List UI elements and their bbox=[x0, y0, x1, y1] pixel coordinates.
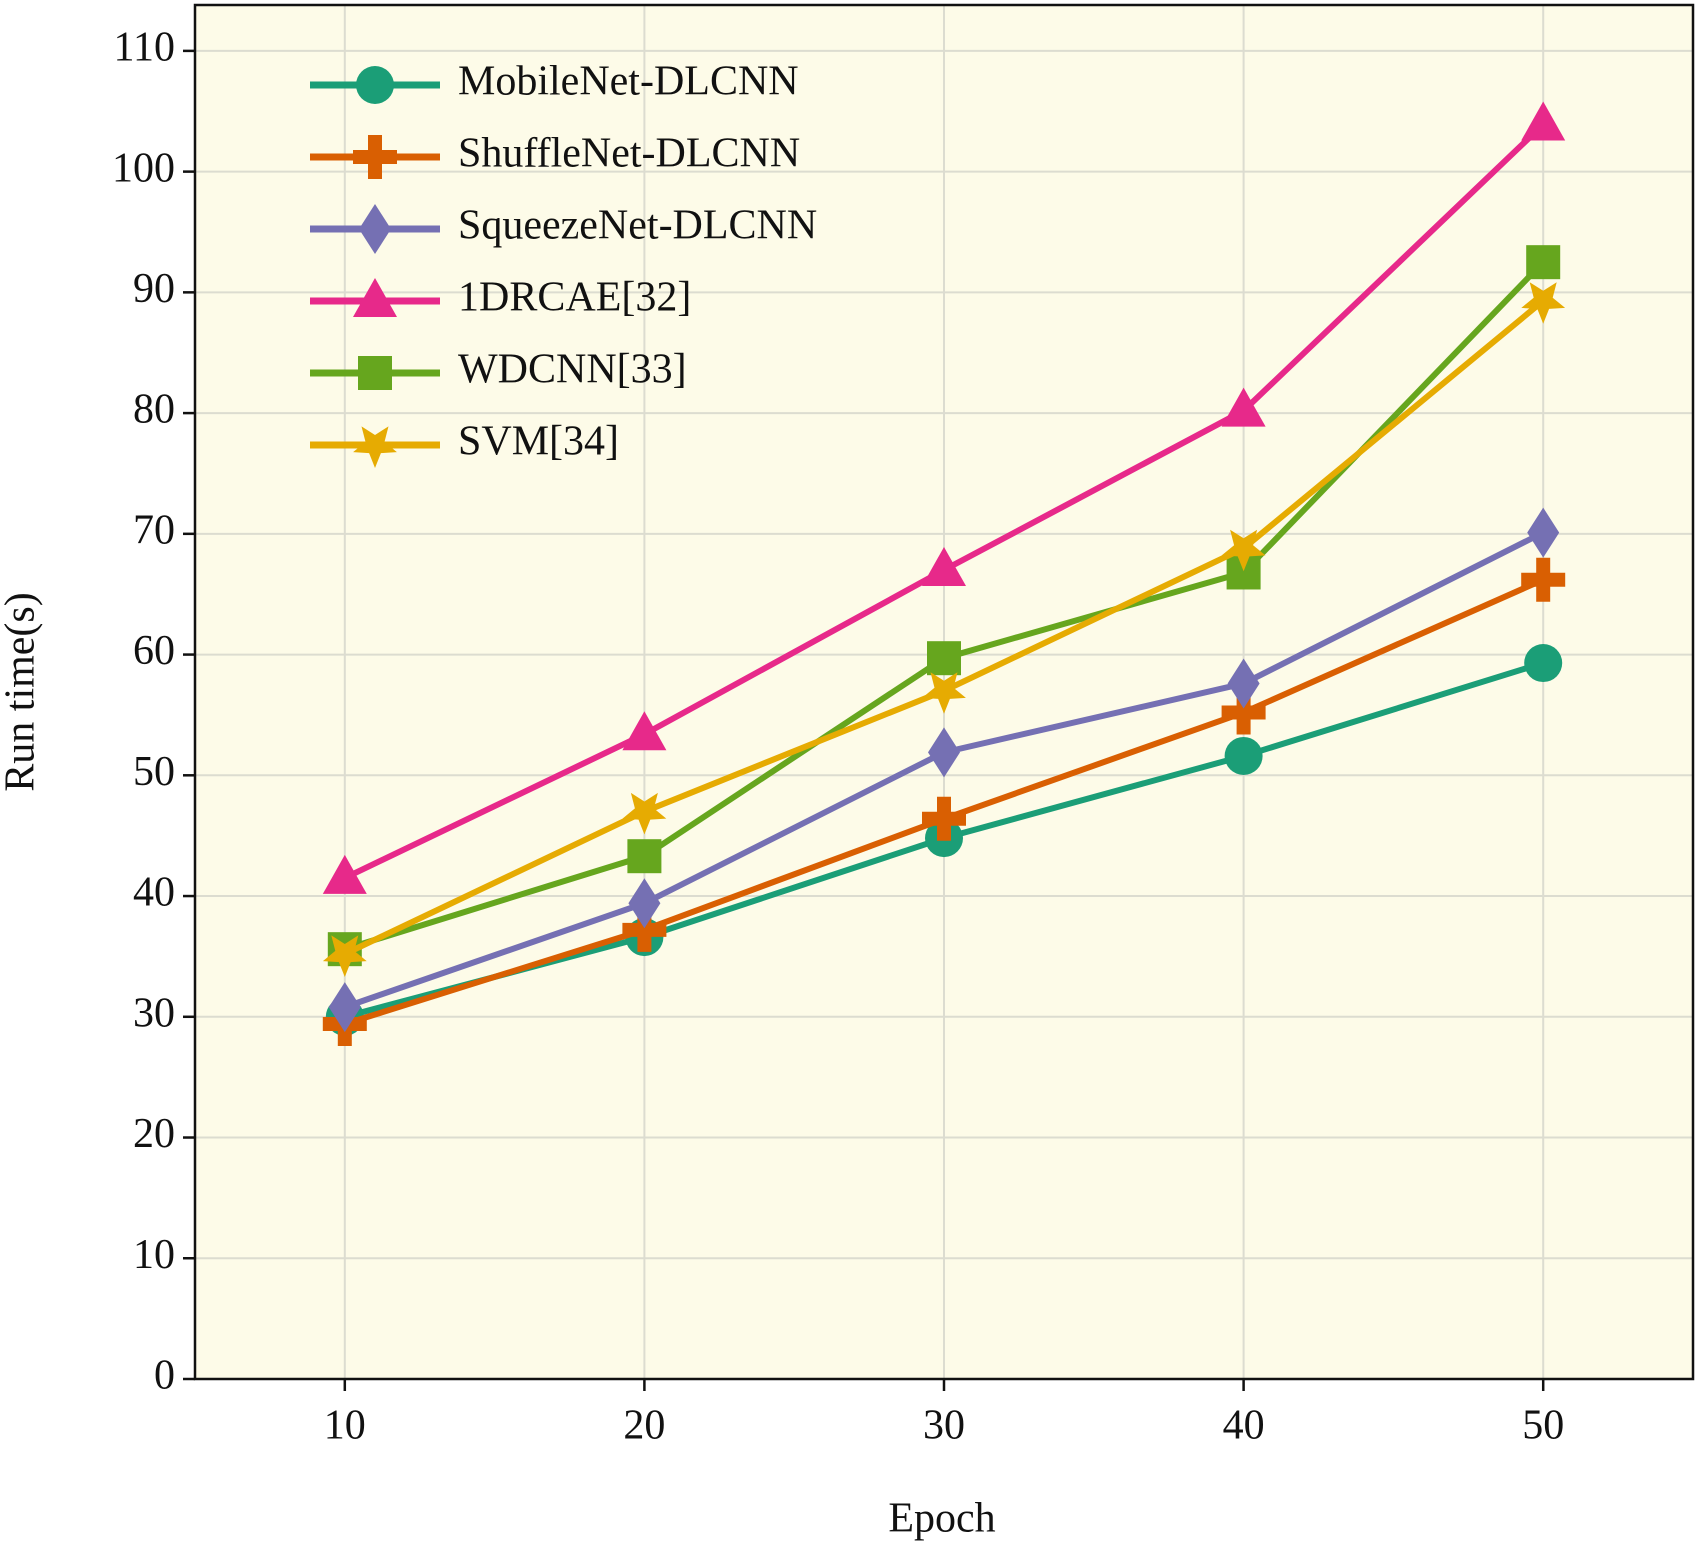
y-tick-label: 60 bbox=[133, 628, 175, 674]
data-point bbox=[922, 796, 966, 841]
data-point bbox=[328, 982, 361, 1033]
data-point bbox=[922, 547, 966, 587]
data-point bbox=[1527, 507, 1560, 558]
y-tick-label: 10 bbox=[133, 1232, 175, 1278]
data-point bbox=[322, 854, 367, 894]
data-point bbox=[622, 792, 667, 835]
x-axis-label: Epoch bbox=[888, 1496, 995, 1542]
data-point bbox=[1524, 644, 1563, 683]
legend-marker bbox=[359, 204, 391, 254]
y-tick-label: 100 bbox=[112, 145, 175, 191]
legend-label: SqueezeNet-DLCNN bbox=[458, 203, 817, 249]
legend-marker bbox=[356, 66, 394, 104]
data-point bbox=[1526, 245, 1561, 280]
legend-label: ShuffleNet-DLCNN bbox=[458, 131, 800, 177]
data-point bbox=[922, 672, 966, 714]
data-point bbox=[322, 935, 367, 977]
data-point bbox=[1224, 736, 1263, 775]
data-point bbox=[622, 711, 667, 751]
data-point bbox=[1521, 557, 1566, 602]
legend-label: SVM[34] bbox=[458, 419, 619, 465]
x-tick-label: 30 bbox=[923, 1403, 965, 1449]
data-point bbox=[1221, 529, 1266, 572]
y-tick-label: 30 bbox=[133, 990, 175, 1036]
y-tick-label: 40 bbox=[133, 870, 175, 916]
y-tick-label: 70 bbox=[133, 507, 175, 553]
data-point bbox=[1521, 101, 1566, 141]
y-axis-label: Run time(s) bbox=[0, 592, 44, 791]
y-tick-label: 50 bbox=[133, 749, 175, 795]
x-tick-label: 10 bbox=[324, 1403, 366, 1449]
legend-marker bbox=[353, 135, 397, 179]
data-point bbox=[622, 907, 667, 952]
x-tick-label: 50 bbox=[1522, 1403, 1564, 1449]
legend-label: MobileNet-DLCNN bbox=[458, 59, 799, 105]
legend-label: WDCNN[33] bbox=[458, 347, 687, 393]
data-point bbox=[1221, 690, 1266, 735]
y-tick-label: 20 bbox=[133, 1111, 175, 1157]
y-tick-label: 80 bbox=[133, 387, 175, 433]
data-point bbox=[1227, 658, 1260, 709]
data-point bbox=[628, 878, 661, 929]
y-tick-label: 110 bbox=[114, 25, 175, 71]
data-point bbox=[928, 727, 960, 778]
y-tick-label: 0 bbox=[154, 1353, 175, 1399]
x-tick-label: 40 bbox=[1223, 1403, 1265, 1449]
legend-marker bbox=[353, 278, 397, 317]
data-point bbox=[1521, 282, 1566, 324]
data-point bbox=[927, 641, 961, 676]
data-point bbox=[627, 839, 662, 874]
legend-marker bbox=[358, 356, 392, 390]
legend-marker bbox=[353, 426, 397, 468]
data-point bbox=[1221, 387, 1266, 427]
y-tick-label: 90 bbox=[133, 266, 175, 312]
x-tick-label: 20 bbox=[623, 1403, 665, 1449]
legend-label: 1DRCAE[32] bbox=[458, 275, 691, 321]
